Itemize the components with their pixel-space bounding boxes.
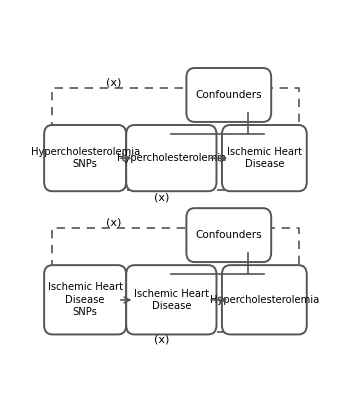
Text: (x): (x) — [154, 334, 169, 344]
Text: Hypercholesterolemia
SNPs: Hypercholesterolemia SNPs — [31, 147, 140, 169]
Text: Hypercholesterolemia: Hypercholesterolemia — [117, 153, 226, 163]
FancyBboxPatch shape — [222, 125, 307, 191]
Text: Confounders: Confounders — [196, 90, 262, 100]
Text: (x): (x) — [106, 217, 121, 227]
FancyBboxPatch shape — [44, 125, 126, 191]
Text: (x): (x) — [106, 77, 121, 87]
FancyBboxPatch shape — [222, 265, 307, 334]
Text: (x): (x) — [154, 192, 169, 202]
Text: Ischemic Heart
Disease: Ischemic Heart Disease — [227, 147, 302, 169]
FancyBboxPatch shape — [44, 265, 126, 334]
Text: Ischemic Heart
Disease: Ischemic Heart Disease — [134, 288, 209, 311]
FancyBboxPatch shape — [126, 265, 216, 334]
FancyBboxPatch shape — [126, 125, 216, 191]
FancyBboxPatch shape — [186, 68, 271, 122]
Text: Ischemic Heart
Disease
SNPs: Ischemic Heart Disease SNPs — [48, 282, 122, 317]
Text: Hypercholesterolemia: Hypercholesterolemia — [210, 295, 319, 305]
FancyBboxPatch shape — [186, 208, 271, 262]
Text: Confounders: Confounders — [196, 230, 262, 240]
